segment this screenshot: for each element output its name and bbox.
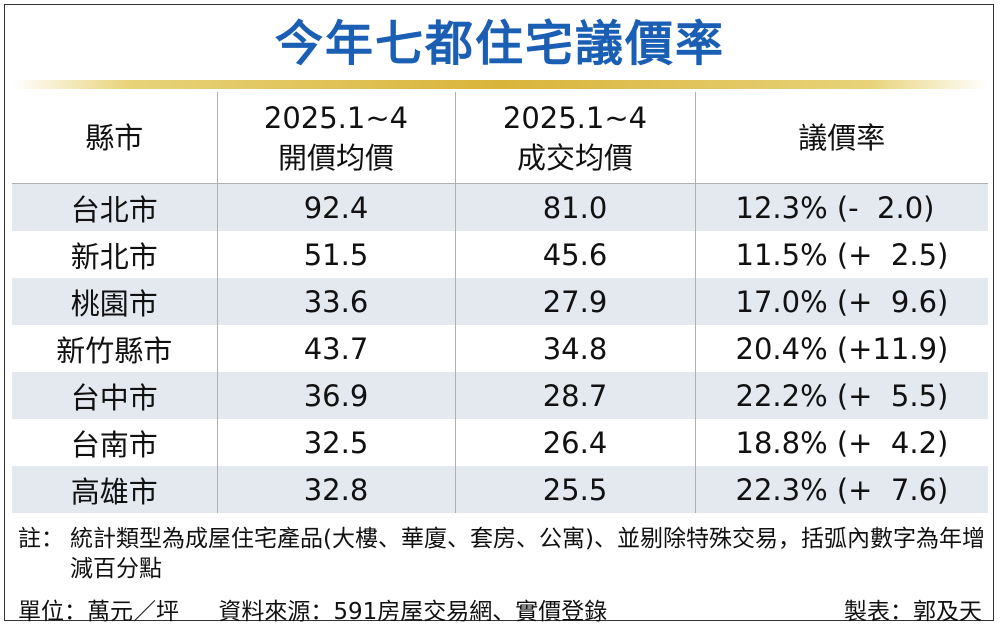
ask-price-cell: 32.5 [216,419,455,466]
table-row: 新北市 51.5 45.6 11.5% (+ 2.5) [12,231,988,278]
table-row: 新竹縣市 43.7 34.8 20.4% (+11.9) [12,325,988,372]
footnote: 註： 統計類型為成屋住宅產品(大樓、華廈、套房、公寓)、並剔除特殊交易，括弧內數… [18,524,988,584]
deal-price-cell: 45.6 [454,231,695,278]
page-title: 今年七都住宅議價率 [274,16,725,72]
city-cell: 高雄市 [12,466,217,513]
ask-price-cell: 32.8 [216,466,455,513]
deal-price-cell: 81.0 [454,183,695,231]
deal-price-cell: 34.8 [454,325,695,372]
city-cell: 新北市 [12,231,217,278]
table-row: 台中市 36.9 28.7 22.2% (+ 5.5) [12,372,988,419]
table-row: 台南市 32.5 26.4 18.8% (+ 4.2) [12,419,988,466]
ask-price-cell: 33.6 [216,278,455,325]
table-row: 桃園市 33.6 27.9 17.0% (+ 9.6) [12,278,988,325]
table-frame [4,4,994,621]
footnote-label: 註： [18,526,64,552]
bargain-rate-cell: 22.3% (+ 7.6) [694,466,988,513]
bargain-rate-cell: 12.3% (- 2.0) [694,183,988,231]
city-cell: 台南市 [12,419,217,466]
city-cell: 新竹縣市 [12,325,217,372]
bargain-rate-cell: 22.2% (+ 5.5) [694,372,988,419]
table-header-row: 縣市 2025.1~4 開價均價 2025.1~4 成交均價 議價率 [12,92,988,184]
footnote-text: 統計類型為成屋住宅產品(大樓、華廈、套房、公寓)、並剔除特殊交易，括弧內數字為年… [70,526,985,582]
table-row: 台北市 92.4 81.0 12.3% (- 2.0) [12,183,988,231]
deal-price-cell: 27.9 [454,278,695,325]
bargain-rate-cell: 20.4% (+11.9) [694,325,988,372]
ask-price-cell: 51.5 [216,231,455,278]
price-table: 縣市 2025.1~4 開價均價 2025.1~4 成交均價 議價率 台北市 9… [12,92,988,513]
header-bargain-rate: 議價率 [694,92,988,184]
source-text: 資料來源：591房屋交易網、實價登錄 [218,599,608,625]
deal-price-cell: 28.7 [454,372,695,419]
ask-price-cell: 36.9 [216,372,455,419]
bargain-rate-cell: 18.8% (+ 4.2) [694,419,988,466]
deal-price-cell: 26.4 [454,419,695,466]
ask-price-cell: 43.7 [216,325,455,372]
table-row: 高雄市 32.8 25.5 22.3% (+ 7.6) [12,466,988,513]
header-deal-price: 2025.1~4 成交均價 [454,92,695,184]
credits-line: 單位：萬元／坪 資料來源：591房屋交易網、實價登錄 製表：郭及天 [18,592,982,626]
deal-price-cell: 25.5 [454,466,695,513]
maker-text: 製表：郭及天 [844,599,982,625]
bargain-rate-cell: 17.0% (+ 9.6) [694,278,988,325]
unit-text: 單位：萬元／坪 [18,599,179,625]
title-divider [12,80,988,89]
header-ask-price: 2025.1~4 開價均價 [216,92,455,184]
bargain-rate-cell: 11.5% (+ 2.5) [694,231,988,278]
city-cell: 台中市 [12,372,217,419]
city-cell: 台北市 [12,183,217,231]
ask-price-cell: 92.4 [216,183,455,231]
header-city: 縣市 [12,92,217,184]
city-cell: 桃園市 [12,278,217,325]
